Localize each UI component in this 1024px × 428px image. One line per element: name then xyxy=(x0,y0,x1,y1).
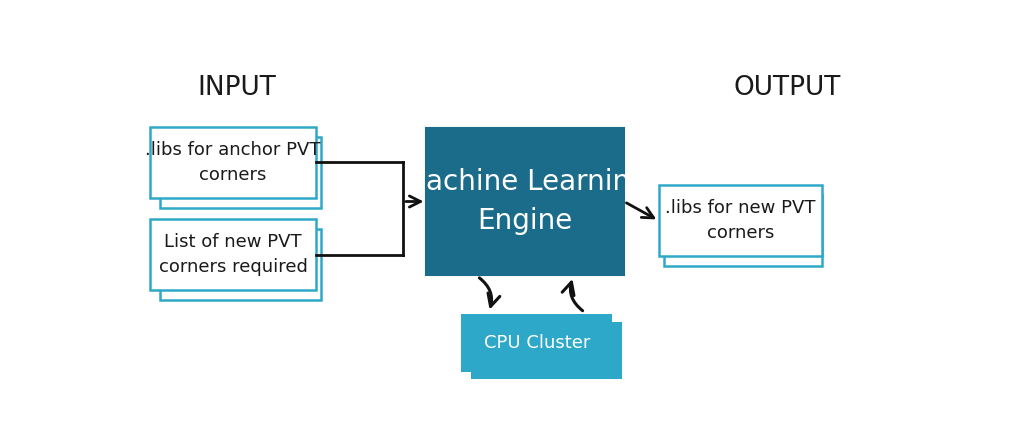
Text: OUTPUT: OUTPUT xyxy=(733,75,841,101)
Bar xyxy=(658,185,821,256)
Text: Machine Learning
Engine: Machine Learning Engine xyxy=(402,168,648,235)
Text: .libs for anchor PVT
corners: .libs for anchor PVT corners xyxy=(145,141,321,184)
Text: INPUT: INPUT xyxy=(197,75,275,101)
Text: .libs for new PVT
corners: .libs for new PVT corners xyxy=(665,199,815,242)
Bar xyxy=(160,137,322,208)
Bar xyxy=(461,314,612,372)
Text: CPU Cluster: CPU Cluster xyxy=(483,334,590,352)
Text: List of new PVT
corners required: List of new PVT corners required xyxy=(159,233,307,276)
Bar xyxy=(150,127,316,198)
Bar xyxy=(471,321,622,379)
Bar xyxy=(160,229,322,300)
Bar xyxy=(664,195,821,266)
Bar xyxy=(426,128,624,275)
Bar xyxy=(150,219,316,290)
